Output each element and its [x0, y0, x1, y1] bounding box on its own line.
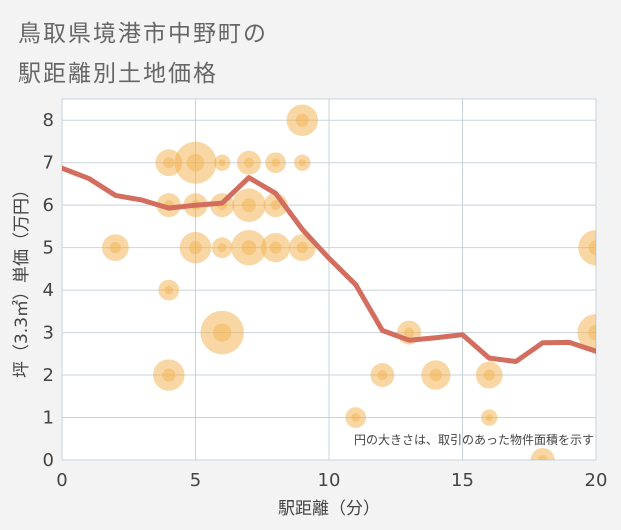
- bubble-core-4: [162, 368, 176, 382]
- bubble-point-7: [179, 231, 212, 264]
- chart-title-line1: 鳥取県境港市中野町の: [18, 21, 268, 47]
- bubble-point-21: [345, 407, 367, 428]
- grid-lines: [61, 98, 597, 461]
- plot-content: [62, 104, 596, 460]
- y-axis-label: 坪（3.3㎡）単価（万円）: [12, 181, 32, 378]
- chart-title-line2: 駅距離別土地価格: [18, 61, 218, 87]
- plot-border: [61, 98, 597, 461]
- bubble-point-22: [370, 363, 395, 388]
- size-note: 円の大きさは、取引のあった物件面積を示す: [354, 432, 594, 447]
- bubble-point-19: [294, 154, 311, 171]
- bubble-point-3: [158, 279, 180, 301]
- x-tick-5: 5: [190, 470, 201, 491]
- bubble-point-14: [231, 229, 267, 266]
- x-axis-label: 駅距離（分）: [278, 499, 380, 519]
- bubble-core-1: [163, 157, 175, 169]
- bubble-point-25: [475, 361, 503, 389]
- bubble-core-10: [217, 243, 227, 252]
- y-tick-8: 8: [43, 110, 54, 131]
- x-tick-labels: 0 5 10 15 20: [56, 470, 607, 491]
- bubble-point-17: [260, 233, 291, 263]
- bubble-core-18: [295, 113, 309, 127]
- bubble-core-27: [537, 454, 548, 460]
- bubble-core-21: [351, 413, 361, 422]
- bubble-core-23: [404, 327, 415, 338]
- y-tick-5: 5: [43, 238, 54, 259]
- y-tick-0: 0: [43, 450, 54, 471]
- bubble-core-16: [270, 200, 281, 211]
- y-tick-labels: 0 1 2 3 4 5 6 7 8: [43, 110, 54, 471]
- bubble-core-7: [188, 241, 203, 255]
- bubble-core-5: [186, 153, 205, 172]
- bubble-point-15: [265, 152, 286, 174]
- bubble-core-28: [588, 240, 596, 256]
- bubble-point-0: [102, 234, 129, 262]
- bubble-core-22: [377, 370, 388, 381]
- bubble-core-8: [218, 159, 226, 167]
- bubble-core-19: [298, 159, 306, 167]
- bubble-point-20: [288, 234, 316, 262]
- x-tick-0: 0: [56, 470, 67, 491]
- bubble-point-24: [421, 360, 451, 390]
- bubble-point-26: [481, 409, 498, 426]
- bubble-point-12: [236, 150, 261, 175]
- bubble-point-4: [153, 359, 185, 391]
- bubble-point-2: [156, 193, 181, 218]
- bubble-point-1: [155, 149, 183, 177]
- y-tick-7: 7: [43, 153, 54, 174]
- x-tick-10: 10: [318, 470, 341, 491]
- bubble-point-10: [211, 237, 233, 259]
- bubble-core-3: [164, 285, 174, 295]
- bubble-core-14: [241, 240, 257, 256]
- y-tick-6: 6: [43, 195, 54, 216]
- bubble-core-20: [296, 242, 308, 254]
- bubble-point-11: [200, 310, 244, 355]
- bubble-core-17: [269, 241, 282, 254]
- x-tick-15: 15: [451, 470, 474, 491]
- bubble-point-28: [578, 229, 596, 266]
- bubble-point-18: [286, 104, 319, 136]
- bubble-point-27: [530, 447, 555, 460]
- bubble-core-11: [213, 323, 232, 342]
- x-tick-20: 20: [585, 470, 608, 491]
- y-tick-1: 1: [43, 408, 54, 429]
- bubble-core-0: [109, 242, 122, 254]
- bubble-core-13: [241, 198, 256, 213]
- bubble-core-15: [271, 158, 280, 168]
- bubble-core-29: [588, 324, 596, 341]
- bubble-core-26: [485, 414, 493, 421]
- bubble-point-5: [174, 141, 217, 184]
- bubble-point-29: [577, 313, 596, 352]
- y-tick-3: 3: [43, 323, 54, 344]
- bubble-series: [102, 104, 596, 460]
- bubble-core-12: [243, 157, 254, 168]
- bubble-core-25: [483, 369, 495, 381]
- y-tick-2: 2: [43, 365, 54, 386]
- bubble-core-24: [429, 368, 442, 382]
- average-price-line: [62, 165, 596, 364]
- bubble-point-13: [232, 188, 266, 222]
- bubble-point-8: [214, 154, 231, 171]
- y-tick-4: 4: [43, 280, 54, 301]
